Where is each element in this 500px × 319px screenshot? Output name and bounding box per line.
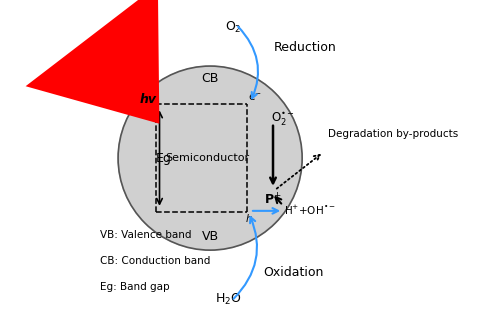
Text: H$_2$O: H$_2$O: [215, 292, 242, 307]
Text: P$^{+}$: P$^{+}$: [264, 192, 282, 207]
Text: Sun: Sun: [107, 62, 126, 70]
Text: Eg: Band gap: Eg: Band gap: [100, 282, 170, 292]
Circle shape: [102, 51, 132, 81]
Text: CB: CB: [202, 72, 219, 85]
Text: Eg: Eg: [156, 152, 172, 165]
Text: hv: hv: [140, 93, 156, 106]
Text: Degradation by-products: Degradation by-products: [328, 129, 458, 138]
Text: H$^{+}$+OH$^{•-}$: H$^{+}$+OH$^{•-}$: [284, 204, 337, 218]
Text: VB: VB: [202, 230, 218, 243]
Text: Reduction: Reduction: [274, 41, 336, 54]
Text: Semiconductor: Semiconductor: [165, 153, 249, 163]
Text: e$^{-}$: e$^{-}$: [248, 92, 262, 103]
Text: VB: Valence band: VB: Valence band: [100, 230, 191, 240]
Text: h: h: [246, 214, 252, 224]
Text: CB: Conduction band: CB: Conduction band: [100, 256, 210, 266]
Text: O$_2$: O$_2$: [225, 20, 242, 35]
Text: Oxidation: Oxidation: [263, 266, 323, 279]
Text: O$_2^{•-}$: O$_2^{•-}$: [272, 111, 295, 129]
Circle shape: [118, 66, 302, 250]
